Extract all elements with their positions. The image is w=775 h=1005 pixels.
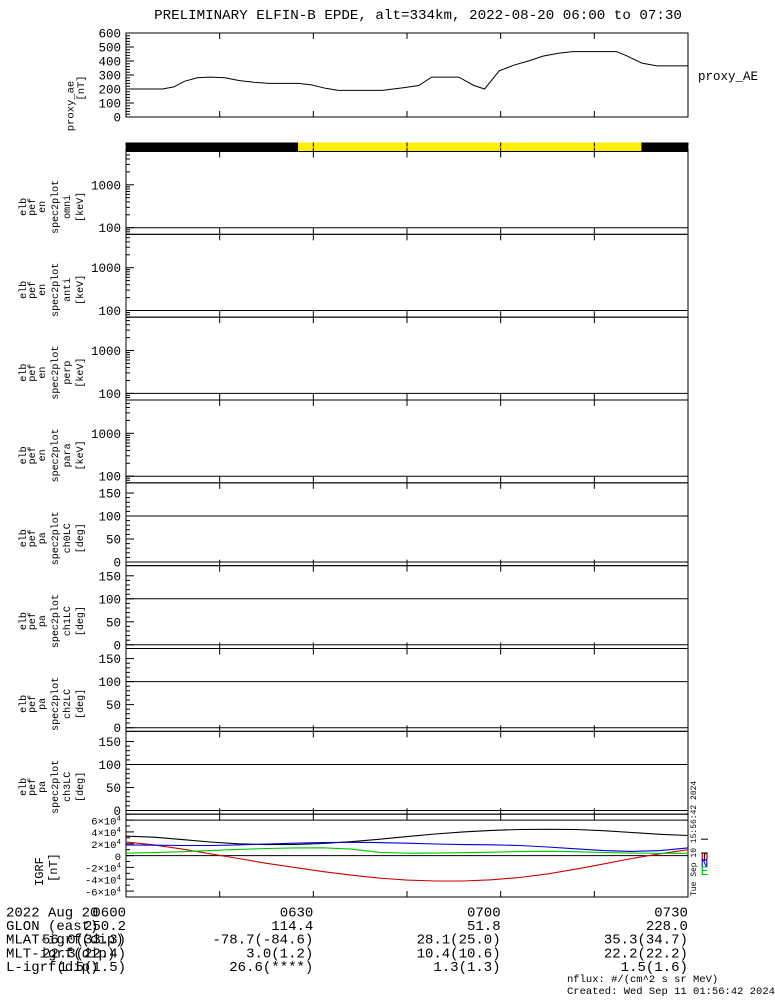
svg-text:0: 0 xyxy=(113,722,121,736)
svg-text:IGRF: IGRF xyxy=(33,857,47,886)
svg-text:0: 0 xyxy=(113,557,121,571)
svg-text:0: 0 xyxy=(113,112,121,126)
svg-text:[keV]: [keV] xyxy=(75,192,87,222)
svg-text:PRELIMINARY ELFIN-B EPDE, alt=: PRELIMINARY ELFIN-B EPDE, alt=334km, 202… xyxy=(154,8,682,24)
svg-text:100: 100 xyxy=(98,98,121,112)
svg-text:200: 200 xyxy=(98,84,121,98)
svg-text:100: 100 xyxy=(98,593,121,607)
svg-text:26.6(****): 26.6(****) xyxy=(229,960,313,976)
svg-text:[keV]: [keV] xyxy=(75,275,87,305)
svg-text:Created: Wed Sep 11 01:56:42 2: Created: Wed Sep 11 01:56:42 2024 xyxy=(567,986,775,998)
svg-text:50: 50 xyxy=(106,782,121,796)
svg-text:Tue Sep 10 15:56:42 2024: Tue Sep 10 15:56:42 2024 xyxy=(690,781,699,896)
svg-text:[keV]: [keV] xyxy=(75,440,87,470)
svg-text:nflux: #/(cm^2 s sr MeV): nflux: #/(cm^2 s sr MeV) xyxy=(567,974,718,986)
svg-text:100: 100 xyxy=(98,511,121,525)
svg-text:150: 150 xyxy=(98,488,121,502)
svg-text:[nT]: [nT] xyxy=(47,853,61,882)
svg-text:600: 600 xyxy=(98,28,121,42)
svg-text:150: 150 xyxy=(98,653,121,667)
svg-text:ch2LC: ch2LC xyxy=(62,689,74,719)
svg-text:100: 100 xyxy=(98,759,121,773)
svg-text:spec2plot: spec2plot xyxy=(50,760,62,814)
svg-text:100: 100 xyxy=(98,471,121,485)
svg-text:omni: omni xyxy=(62,195,74,219)
svg-text:spec2plot: spec2plot xyxy=(50,677,62,731)
svg-text:[deg]: [deg] xyxy=(75,772,87,802)
svg-text:50: 50 xyxy=(106,616,121,630)
svg-text:150: 150 xyxy=(98,736,121,750)
svg-text:spec2plot: spec2plot xyxy=(50,263,62,317)
svg-text:300: 300 xyxy=(98,70,121,84)
svg-text:proxy_AE: proxy_AE xyxy=(698,70,758,84)
svg-text:en: en xyxy=(38,449,49,461)
svg-text:1.5(1.5): 1.5(1.5) xyxy=(59,960,126,976)
svg-text:pa: pa xyxy=(38,781,49,793)
svg-text:100: 100 xyxy=(98,388,121,402)
svg-text:spec2plot: spec2plot xyxy=(50,346,62,400)
svg-text:perp: perp xyxy=(63,361,74,385)
svg-text:[keV]: [keV] xyxy=(75,358,87,388)
svg-text:1000: 1000 xyxy=(91,345,121,359)
svg-text:1.3(1.3): 1.3(1.3) xyxy=(433,960,500,976)
svg-text:[deg]: [deg] xyxy=(75,606,87,636)
svg-text:100: 100 xyxy=(98,305,121,319)
svg-text:100: 100 xyxy=(98,222,121,236)
svg-text:[nT]: [nT] xyxy=(76,75,88,100)
svg-text:400: 400 xyxy=(98,56,121,70)
svg-text:ch0LC: ch0LC xyxy=(62,523,74,553)
svg-text:en: en xyxy=(38,367,49,379)
svg-text:E: E xyxy=(701,864,709,879)
svg-text:100: 100 xyxy=(98,676,121,690)
svg-text:pa: pa xyxy=(38,698,49,710)
svg-text:ch1LC: ch1LC xyxy=(62,606,74,636)
svg-text:50: 50 xyxy=(106,534,121,548)
svg-text:50: 50 xyxy=(106,699,121,713)
svg-text:500: 500 xyxy=(98,42,121,56)
svg-text:spec2plot: spec2plot xyxy=(50,428,62,482)
svg-text:1000: 1000 xyxy=(91,179,121,193)
svg-text:1000: 1000 xyxy=(91,428,121,442)
svg-text:1000: 1000 xyxy=(91,262,121,276)
svg-text:pa: pa xyxy=(38,615,49,627)
svg-text:-6×104: -6×104 xyxy=(85,886,122,899)
svg-text:150: 150 xyxy=(98,570,121,584)
svg-text:spec2plot: spec2plot xyxy=(50,511,62,565)
svg-text:anti: anti xyxy=(62,278,74,302)
svg-text:[deg]: [deg] xyxy=(75,523,87,553)
svg-text:0: 0 xyxy=(113,639,121,653)
svg-text:spec2plot: spec2plot xyxy=(50,594,62,648)
svg-text:spec2plot: spec2plot xyxy=(50,180,62,234)
svg-text:para: para xyxy=(63,443,74,467)
svg-text:ch3LC: ch3LC xyxy=(62,772,74,802)
svg-text:[deg]: [deg] xyxy=(75,689,87,719)
svg-text:pa: pa xyxy=(38,532,49,544)
svg-text:en: en xyxy=(38,201,49,213)
svg-text:en: en xyxy=(38,284,49,296)
